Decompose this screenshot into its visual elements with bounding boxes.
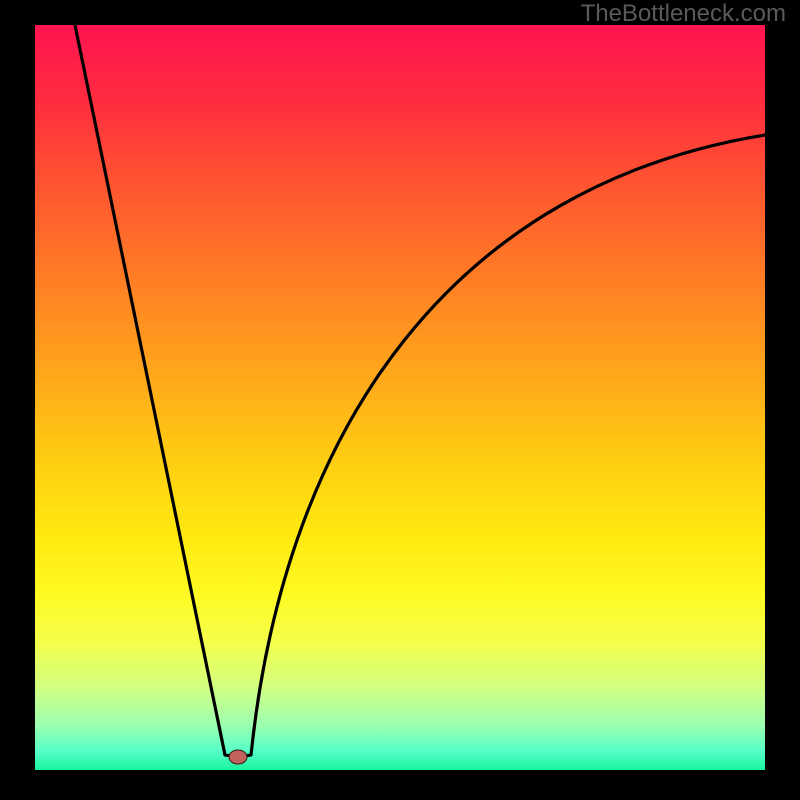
plot-area [35,25,765,770]
watermark-text: TheBottleneck.com [581,0,786,28]
bottleneck-curve [75,25,765,757]
bottleneck-marker [229,750,247,764]
curve-layer [35,25,765,770]
chart-canvas: TheBottleneck.com [0,0,800,800]
